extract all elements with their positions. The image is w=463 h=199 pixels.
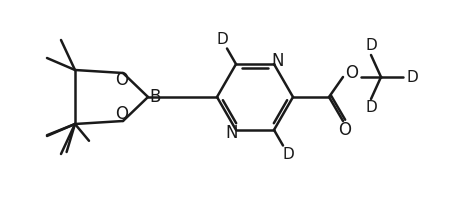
Text: O: O [115, 71, 129, 89]
Text: N: N [272, 52, 284, 70]
Text: O: O [115, 105, 129, 123]
Text: D: D [406, 69, 418, 85]
Text: O: O [338, 121, 351, 139]
Text: D: D [216, 32, 228, 47]
Text: O: O [345, 64, 358, 82]
Text: D: D [365, 100, 377, 115]
Text: N: N [226, 124, 238, 142]
Text: B: B [149, 88, 161, 106]
Text: D: D [365, 38, 377, 54]
Text: D: D [282, 147, 294, 162]
